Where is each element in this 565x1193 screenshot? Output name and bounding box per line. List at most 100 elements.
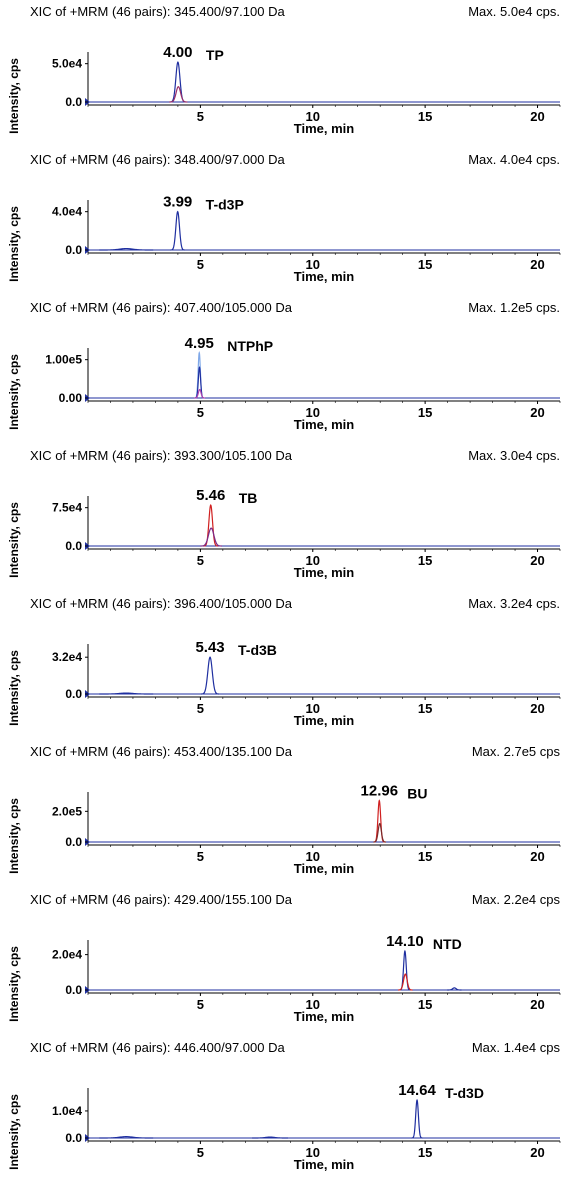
y-tick-label: 3.2e4 xyxy=(52,650,82,664)
x-tick-label: 10 xyxy=(306,109,320,124)
chromatogram-panel-6: XIC of +MRM (46 pairs): 453.400/135.100 … xyxy=(7,744,561,876)
peak-trace-1 xyxy=(203,504,218,547)
x-tick-label: 5 xyxy=(197,1145,204,1160)
x-tick-label: 20 xyxy=(530,849,544,864)
panel-title: XIC of +MRM (46 pairs): 446.400/97.000 D… xyxy=(30,1040,285,1055)
peak-retention-time-label: 5.46 xyxy=(196,487,225,504)
peak-trace-1 xyxy=(170,210,185,251)
y-axis-label: Intensity, cps xyxy=(7,502,21,578)
chromatogram-panel-7: XIC of +MRM (46 pairs): 429.400/155.100 … xyxy=(7,892,561,1024)
peak-trace-2 xyxy=(99,247,154,251)
compound-label: NTPhP xyxy=(227,338,273,354)
x-tick-label: 20 xyxy=(530,405,544,420)
peak-retention-time-label: 12.96 xyxy=(361,783,399,800)
x-axis-label: Time, min xyxy=(294,713,355,728)
max-intensity-label: Max. 2.2e4 cps xyxy=(472,892,561,907)
y-axis-label: Intensity, cps xyxy=(7,354,21,430)
x-tick-label: 10 xyxy=(306,1145,320,1160)
y-tick-label: 0.0 xyxy=(65,687,82,701)
y-tick-label: 0.0 xyxy=(65,243,82,257)
peak-trace-2 xyxy=(398,973,413,991)
peak-trace-1 xyxy=(399,949,411,991)
compound-label: T-d3D xyxy=(445,1085,484,1101)
x-tick-label: 20 xyxy=(530,701,544,716)
x-tick-label: 15 xyxy=(418,109,432,124)
x-tick-label: 10 xyxy=(306,849,320,864)
compound-label: T-d3B xyxy=(238,642,277,658)
y-tick-label: 0.0 xyxy=(65,835,82,849)
x-tick-label: 5 xyxy=(197,257,204,272)
y-axis-label: Intensity, cps xyxy=(7,58,21,134)
y-tick-label: 1.0e4 xyxy=(52,1104,82,1118)
compound-label: TP xyxy=(206,47,224,63)
y-tick-label: 0.0 xyxy=(65,539,82,553)
y-tick-label: 1.00e5 xyxy=(45,353,82,367)
peak-trace-3 xyxy=(252,1136,289,1139)
max-intensity-label: Max. 3.0e4 cps. xyxy=(468,448,560,463)
panel-title: XIC of +MRM (46 pairs): 396.400/105.000 … xyxy=(30,596,293,611)
x-tick-label: 10 xyxy=(306,405,320,420)
x-axis-label: Time, min xyxy=(294,1157,355,1172)
y-tick-label: 0.00 xyxy=(59,391,83,405)
x-tick-label: 5 xyxy=(197,701,204,716)
peak-retention-time-label: 14.64 xyxy=(398,1082,436,1099)
panel-title: XIC of +MRM (46 pairs): 393.300/105.100 … xyxy=(30,448,293,463)
x-axis-label: Time, min xyxy=(294,417,355,432)
peak-retention-time-label: 4.00 xyxy=(163,44,192,61)
chromatogram-panel-5: XIC of +MRM (46 pairs): 396.400/105.000 … xyxy=(7,596,561,728)
peak-trace-2 xyxy=(99,1136,154,1139)
peak-trace-3 xyxy=(447,987,462,991)
x-tick-label: 15 xyxy=(418,997,432,1012)
compound-label: TB xyxy=(239,490,258,506)
compound-label: BU xyxy=(407,786,427,802)
peak-trace-3 xyxy=(194,388,206,399)
x-tick-label: 5 xyxy=(197,849,204,864)
x-tick-label: 15 xyxy=(418,1145,432,1160)
y-tick-label: 7.5e4 xyxy=(52,501,82,515)
chromatogram-panel-2: XIC of +MRM (46 pairs): 348.400/97.000 D… xyxy=(7,152,561,284)
y-tick-label: 2.0e4 xyxy=(52,948,82,962)
max-intensity-label: Max. 1.4e4 cps xyxy=(472,1040,561,1055)
x-tick-label: 10 xyxy=(306,997,320,1012)
x-tick-label: 15 xyxy=(418,405,432,420)
peak-trace-1 xyxy=(373,799,385,843)
compound-label: NTD xyxy=(433,936,462,952)
panel-title: XIC of +MRM (46 pairs): 453.400/135.100 … xyxy=(30,744,293,759)
max-intensity-label: Max. 4.0e4 cps. xyxy=(468,152,560,167)
peak-trace-1 xyxy=(201,656,220,695)
x-axis-label: Time, min xyxy=(294,1009,355,1024)
x-tick-label: 20 xyxy=(530,1145,544,1160)
x-tick-label: 20 xyxy=(530,109,544,124)
x-tick-label: 15 xyxy=(418,257,432,272)
chromatogram-panel-4: XIC of +MRM (46 pairs): 393.300/105.100 … xyxy=(7,448,561,580)
y-tick-label: 0.0 xyxy=(65,1131,82,1145)
chromatogram-panel-1: XIC of +MRM (46 pairs): 345.400/97.100 D… xyxy=(7,4,561,136)
panel-title: XIC of +MRM (46 pairs): 348.400/97.000 D… xyxy=(30,152,285,167)
x-tick-label: 10 xyxy=(306,553,320,568)
panel-title: XIC of +MRM (46 pairs): 407.400/105.000 … xyxy=(30,300,293,315)
x-axis-label: Time, min xyxy=(294,565,355,580)
x-axis-label: Time, min xyxy=(294,269,355,284)
y-tick-label: 4.0e4 xyxy=(52,205,82,219)
y-tick-label: 0.0 xyxy=(65,983,82,997)
panel-title: XIC of +MRM (46 pairs): 429.400/155.100 … xyxy=(30,892,293,907)
x-tick-label: 20 xyxy=(530,553,544,568)
x-tick-label: 5 xyxy=(197,405,204,420)
max-intensity-label: Max. 5.0e4 cps. xyxy=(468,4,560,19)
x-tick-label: 5 xyxy=(197,997,204,1012)
x-tick-label: 10 xyxy=(306,701,320,716)
y-axis-label: Intensity, cps xyxy=(7,798,21,874)
y-tick-label: 0.0 xyxy=(65,95,82,109)
max-intensity-label: Max. 2.7e5 cps xyxy=(472,744,561,759)
y-tick-label: 5.0e4 xyxy=(52,57,82,71)
y-axis-label: Intensity, cps xyxy=(7,206,21,282)
y-axis-label: Intensity, cps xyxy=(7,650,21,726)
compound-label: T-d3P xyxy=(206,197,244,213)
y-tick-label: 2.0e5 xyxy=(52,804,82,818)
x-axis-label: Time, min xyxy=(294,861,355,876)
x-tick-label: 15 xyxy=(418,553,432,568)
peak-trace-1 xyxy=(169,61,187,103)
x-tick-label: 15 xyxy=(418,701,432,716)
x-tick-label: 20 xyxy=(530,257,544,272)
